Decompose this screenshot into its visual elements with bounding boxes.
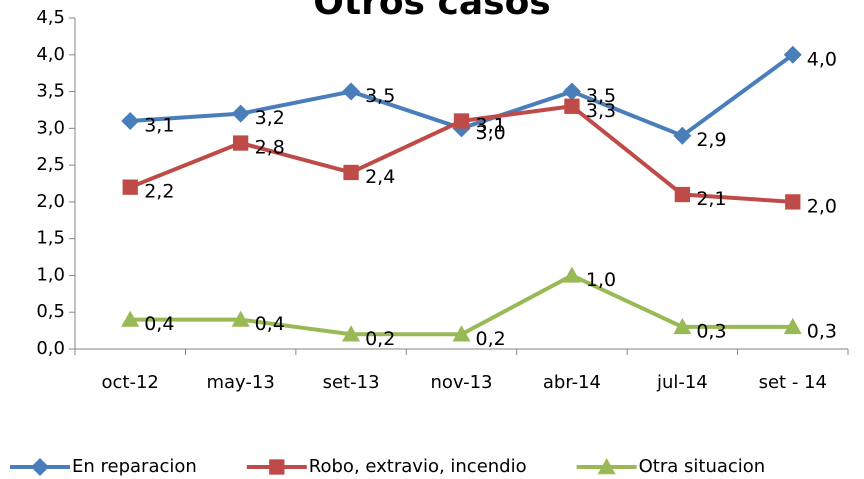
y-tick-label: 4,5: [36, 7, 65, 28]
marker: [453, 113, 470, 129]
data-label: 3,5: [586, 85, 616, 107]
legend-label: Robo, extravio, incendio: [309, 456, 527, 477]
marker: [673, 126, 692, 145]
data-label: 3,3: [586, 100, 616, 122]
marker: [343, 164, 359, 181]
marker: [783, 317, 802, 335]
data-label: 2,4: [365, 166, 395, 188]
y-tick-label: 1,0: [36, 264, 65, 285]
x-tick-label: set-13: [323, 372, 380, 393]
y-tick-label: 0,0: [36, 338, 65, 359]
marker: [121, 310, 140, 327]
y-tick-label: 4,0: [36, 44, 65, 65]
marker: [31, 458, 49, 476]
data-label: 4,0: [807, 48, 837, 70]
marker: [673, 317, 692, 335]
y-tick-label: 1,5: [36, 228, 65, 249]
data-label: 0,2: [476, 328, 506, 350]
legend-label: Otra situacion: [639, 456, 766, 477]
marker: [232, 135, 249, 151]
data-label: 2,1: [696, 188, 726, 210]
marker: [269, 459, 285, 475]
marker: [562, 82, 581, 101]
marker: [783, 45, 802, 64]
marker: [597, 458, 616, 475]
x-tick-label: abr-14: [543, 372, 601, 393]
data-label: 0,4: [255, 313, 285, 335]
marker: [231, 104, 250, 123]
marker: [562, 266, 581, 283]
data-label: 2,0: [807, 195, 837, 217]
marker: [452, 325, 471, 342]
data-label: 3,1: [144, 114, 174, 136]
chart-title: Otros casos: [313, 0, 550, 23]
marker: [674, 186, 691, 203]
data-label: 0,4: [144, 313, 174, 335]
legend-label: En reparacion: [72, 456, 197, 477]
x-tick-label: nov-13: [431, 372, 493, 393]
data-label: 1,0: [586, 269, 616, 291]
marker: [564, 98, 580, 114]
y-tick-label: 2,5: [36, 154, 65, 175]
data-label: 2,2: [144, 181, 174, 203]
data-label: 2,8: [255, 137, 285, 159]
data-label: 0,3: [696, 320, 726, 342]
y-tick-label: 3,0: [36, 117, 65, 138]
marker: [231, 310, 250, 327]
data-label: 2,9: [696, 129, 726, 151]
data-label: 0,3: [807, 320, 837, 342]
data-label: 3,2: [255, 107, 285, 129]
marker: [121, 111, 140, 130]
data-label: 3,1: [476, 114, 506, 136]
data-label: 0,2: [365, 328, 395, 350]
marker: [785, 194, 801, 210]
data-label: 3,5: [365, 85, 395, 107]
x-tick-label: jul-14: [656, 372, 708, 393]
y-tick-label: 3,5: [36, 81, 65, 102]
x-tick-label: set - 14: [759, 372, 827, 393]
data-label: 3,0: [476, 122, 506, 144]
marker: [342, 82, 361, 101]
y-tick-label: 2,0: [36, 191, 65, 212]
marker: [122, 179, 138, 195]
x-tick-label: oct-12: [102, 372, 159, 393]
x-tick-label: may-13: [206, 372, 274, 393]
marker: [342, 325, 361, 342]
y-tick-label: 0,5: [36, 301, 65, 322]
